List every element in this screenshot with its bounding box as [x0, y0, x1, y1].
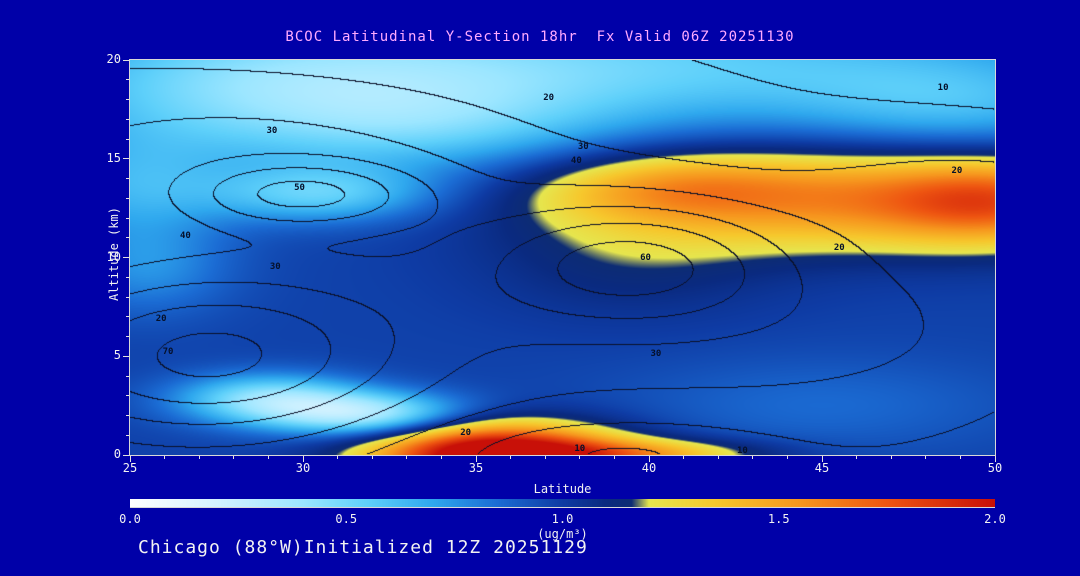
x-minor-tick — [613, 456, 615, 459]
x-major-tick — [994, 456, 996, 462]
x-tick-label: 25 — [122, 461, 138, 475]
y-minor-tick — [126, 138, 129, 140]
x-minor-tick — [683, 456, 685, 459]
x-minor-tick — [890, 456, 892, 459]
y-minor-tick — [126, 99, 129, 100]
y-minor-tick — [126, 375, 129, 377]
x-minor-tick — [267, 456, 269, 459]
colorbar-tick-label: 0.0 — [119, 512, 141, 526]
y-tick-label: 20 — [106, 52, 121, 66]
y-major-tick — [123, 59, 129, 61]
y-minor-tick — [126, 79, 129, 81]
y-major-tick — [123, 454, 129, 456]
x-minor-tick — [786, 456, 788, 459]
x-minor-tick — [717, 456, 719, 459]
x-minor-tick — [371, 456, 373, 459]
x-major-tick — [475, 456, 477, 462]
x-axis-label: Latitude — [533, 482, 592, 496]
colorbar-baseline — [130, 507, 995, 508]
y-minor-tick — [126, 415, 129, 416]
x-tick-label: 35 — [468, 461, 484, 475]
contour-value-label: 30 — [577, 141, 589, 152]
y-minor-tick — [126, 336, 129, 337]
x-minor-tick — [337, 456, 339, 459]
contour-value-label: 10 — [574, 444, 586, 455]
chart-title: BCOC Latitudinal Y-Section 18hr Fx Valid… — [285, 29, 795, 45]
colorbar-tick-label: 1.5 — [767, 512, 790, 526]
contour-value-label: 30 — [650, 349, 662, 360]
x-minor-tick — [544, 456, 546, 459]
colorbar-tick-label: 1.0 — [551, 512, 574, 526]
contour-value-label: 20 — [833, 242, 845, 253]
y-minor-tick — [126, 178, 129, 179]
y-minor-tick — [126, 276, 129, 278]
y-minor-tick — [126, 237, 129, 239]
x-tick-label: 45 — [814, 461, 830, 475]
y-major-tick — [123, 257, 129, 258]
y-tick-label: 0 — [113, 447, 121, 461]
y-minor-tick — [126, 395, 129, 397]
y-tick-label: 15 — [106, 150, 121, 165]
y-minor-tick — [126, 434, 129, 436]
x-major-tick — [648, 456, 650, 462]
y-major-tick — [123, 355, 129, 357]
x-major-tick — [302, 456, 304, 462]
colorbar-tick-label: 0.5 — [335, 512, 358, 526]
x-tick-label: 40 — [641, 461, 657, 475]
y-minor-tick — [126, 118, 129, 120]
x-tick-label: 30 — [295, 461, 311, 475]
contour-value-label: 40 — [179, 230, 191, 241]
y-axis-label: Altitude (km) — [107, 207, 121, 301]
y-tick-label: 10 — [106, 249, 121, 264]
contour-value-label: 30 — [269, 262, 281, 273]
contour-value-label: 10 — [937, 82, 949, 93]
x-tick-label: 50 — [987, 461, 1003, 475]
x-minor-tick — [856, 456, 858, 459]
x-major-tick — [821, 456, 823, 462]
x-minor-tick — [233, 456, 235, 459]
contour-value-label: 60 — [640, 252, 651, 263]
y-minor-tick — [126, 217, 129, 219]
x-minor-tick — [959, 456, 961, 459]
x-minor-tick — [579, 456, 581, 459]
contour-plot-canvas — [130, 60, 995, 455]
x-minor-tick — [198, 456, 200, 459]
y-minor-tick — [126, 197, 129, 199]
contour-value-label: 30 — [266, 126, 278, 137]
x-minor-tick — [164, 456, 166, 459]
y-minor-tick — [126, 316, 129, 318]
contour-value-label: 20 — [460, 428, 472, 439]
plot-frame — [129, 59, 996, 456]
contour-value-label: 20 — [155, 313, 167, 324]
x-minor-tick — [406, 456, 408, 459]
footer-text: Chicago (88°W)Initialized 12Z 20251129 — [138, 537, 588, 558]
x-minor-tick — [440, 456, 442, 459]
contour-value-label: 20 — [951, 165, 963, 176]
x-minor-tick — [925, 456, 927, 459]
contour-value-label: 20 — [543, 92, 555, 103]
contour-value-label: 10 — [736, 446, 748, 457]
colorbar — [130, 499, 995, 507]
x-major-tick — [129, 456, 131, 462]
y-minor-tick — [126, 296, 129, 298]
contour-value-label: 50 — [294, 183, 305, 194]
colorbar-units: (ug/m³) — [537, 527, 588, 541]
x-minor-tick — [752, 456, 754, 459]
contour-value-label: 40 — [570, 155, 582, 166]
y-tick-label: 5 — [113, 348, 121, 363]
colorbar-tick-label: 2.0 — [984, 512, 1006, 526]
x-minor-tick — [510, 456, 512, 459]
y-major-tick — [123, 158, 129, 160]
contour-value-label: 70 — [162, 347, 174, 358]
